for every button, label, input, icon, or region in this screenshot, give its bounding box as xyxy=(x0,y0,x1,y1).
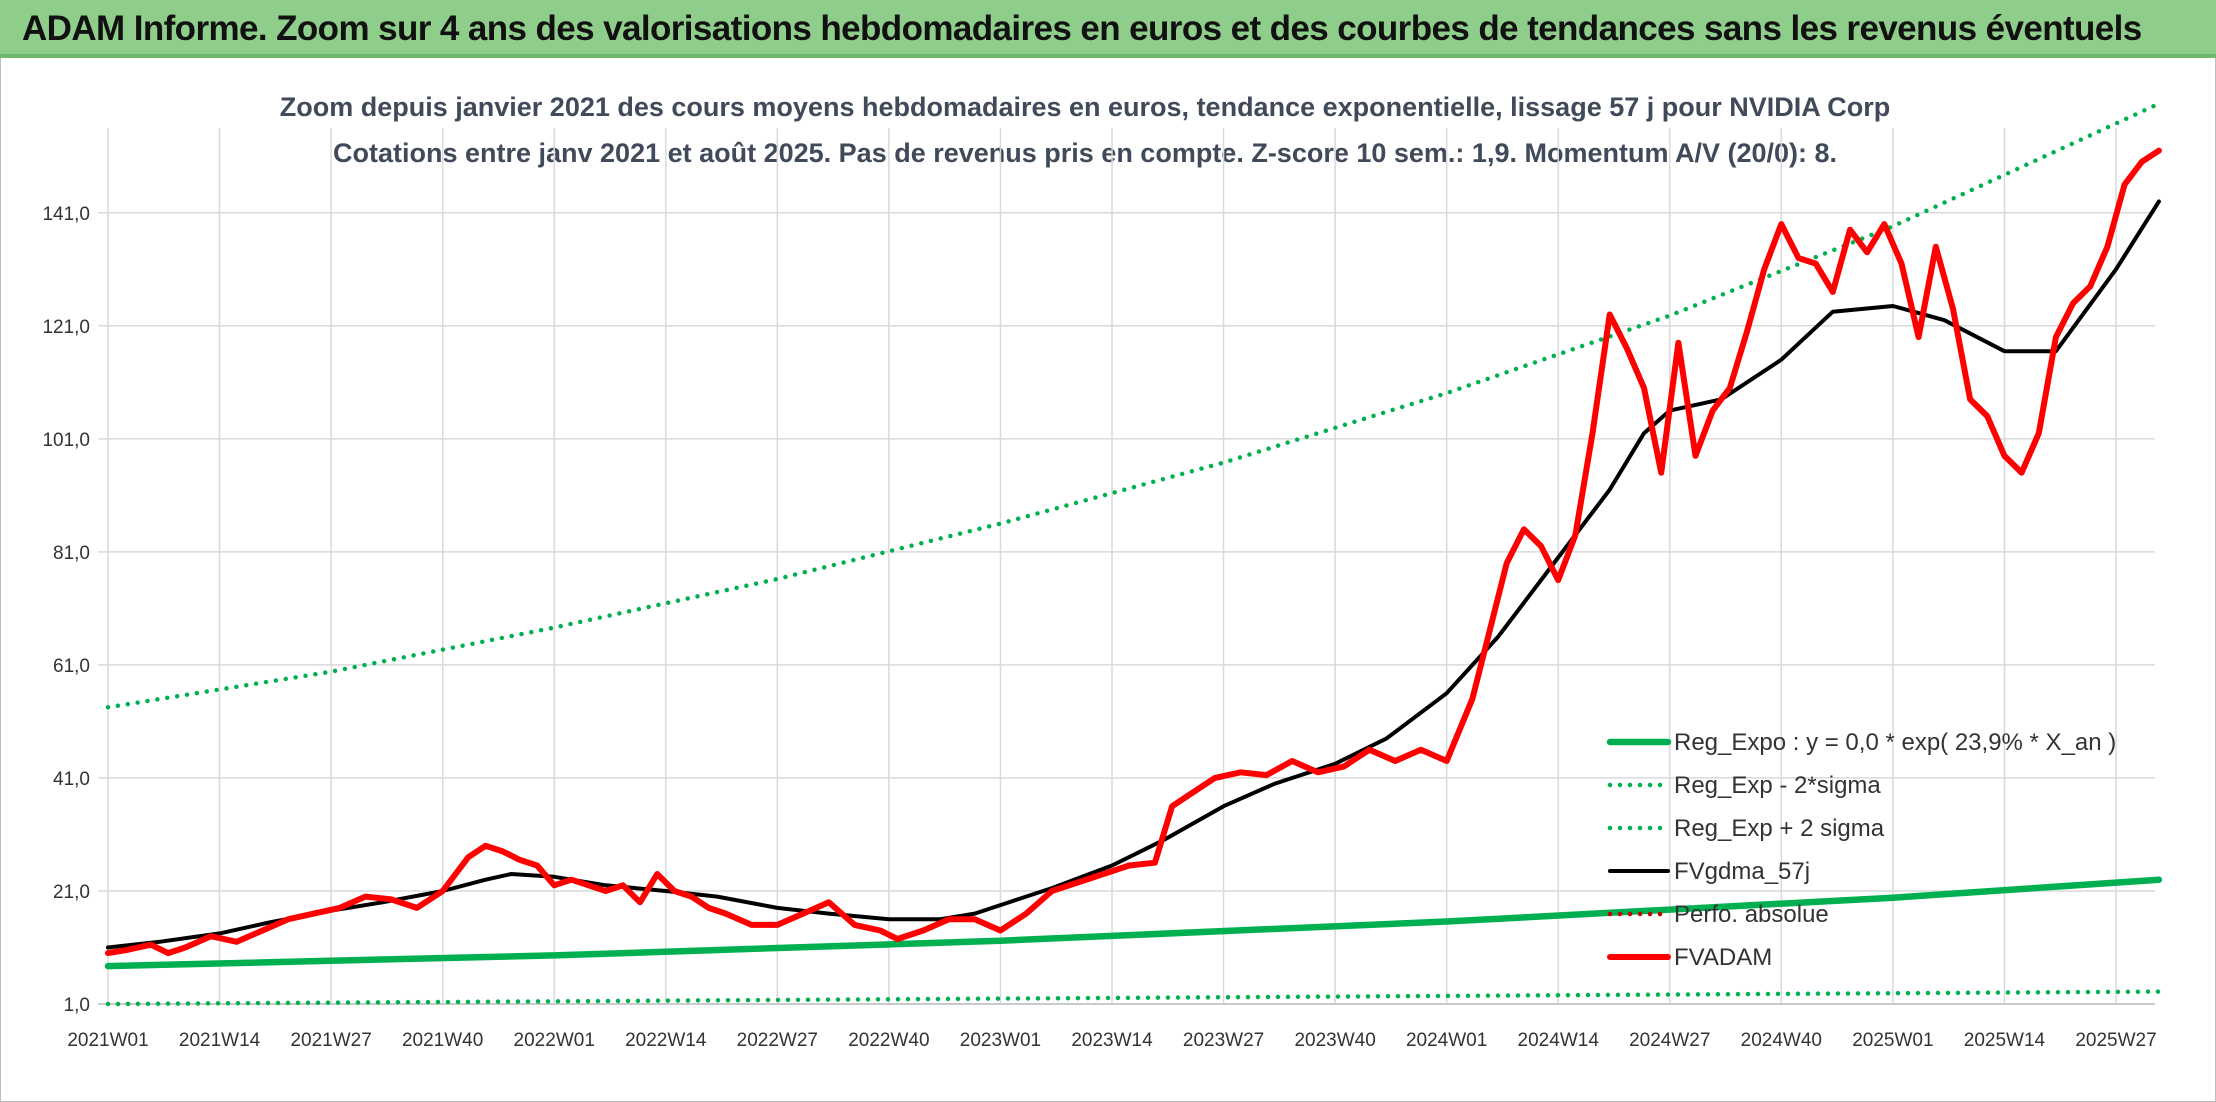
series-line-5 xyxy=(105,147,2162,957)
chart-title: Zoom depuis janvier 2021 des cours moyen… xyxy=(280,92,1890,122)
x-tick-label: 2022W01 xyxy=(514,1030,595,1051)
y-axis-ticks: 1,0 21,0 41,0 61,0 81,0 101,0 121,0 141,0 xyxy=(42,204,90,1016)
x-axis-ticks: 2021W01 2021W14 2021W27 2021W40 2022W01 2022W… xyxy=(67,1030,2156,1051)
series-line-1 xyxy=(105,989,2162,1007)
legend-label: Reg_Exp - 2*sigma xyxy=(1674,772,1881,799)
x-tick-label: 2025W01 xyxy=(1852,1030,1933,1051)
x-tick-label: 2022W14 xyxy=(625,1030,707,1051)
x-tick-label: 2024W27 xyxy=(1629,1030,1710,1051)
legend-label: FVgdma_57j xyxy=(1674,858,1810,885)
y-tick-label: 61,0 xyxy=(53,656,90,677)
legend-label: Reg_Exp + 2 sigma xyxy=(1674,815,1885,842)
series-line-2 xyxy=(105,101,2162,710)
y-tick-label: 21,0 xyxy=(53,882,90,903)
x-tick-label: 2024W40 xyxy=(1741,1030,1822,1051)
y-tick-label: 101,0 xyxy=(42,430,90,451)
x-tick-label: 2021W14 xyxy=(179,1030,261,1051)
y-tick-label: 141,0 xyxy=(42,204,90,225)
legend-label: Reg_Expo : y = 0,0 * exp( 23,9% * X_an ) xyxy=(1674,729,2116,756)
header-bar: ADAM Informe. Zoom sur 4 ans des valoris… xyxy=(0,0,2216,58)
series-line-3 xyxy=(106,199,2161,950)
x-tick-label: 2024W01 xyxy=(1406,1030,1487,1051)
legend-label: FVADAM xyxy=(1674,944,1772,971)
y-tick-label: 1,0 xyxy=(64,995,90,1016)
chart-subtitle: Cotations entre janv 2021 et août 2025. … xyxy=(333,138,1837,168)
series-line-0 xyxy=(104,876,2163,970)
x-tick-label: 2023W40 xyxy=(1294,1030,1375,1051)
legend-label: Perfo. absolue xyxy=(1674,901,1829,928)
x-tick-label: 2021W27 xyxy=(290,1030,371,1051)
x-tick-label: 2023W14 xyxy=(1071,1030,1153,1051)
x-tick-label: 2022W40 xyxy=(848,1030,929,1051)
series-lines xyxy=(104,101,2163,1007)
page-title: ADAM Informe. Zoom sur 4 ans des valoris… xyxy=(22,9,2142,48)
y-tick-label: 81,0 xyxy=(53,543,90,564)
y-tick-label: 121,0 xyxy=(42,317,90,338)
x-tick-label: 2025W14 xyxy=(1964,1030,2046,1051)
x-tick-label: 2023W01 xyxy=(960,1030,1041,1051)
grid xyxy=(98,128,2155,1005)
x-tick-label: 2024W14 xyxy=(1518,1030,1600,1051)
x-tick-label: 2021W01 xyxy=(67,1030,148,1051)
x-tick-label: 2022W27 xyxy=(737,1030,818,1051)
x-tick-label: 2021W40 xyxy=(402,1030,483,1051)
x-tick-label: 2025W27 xyxy=(2075,1030,2156,1051)
y-tick-label: 41,0 xyxy=(53,769,90,790)
legend: Reg_Expo : y = 0,0 * exp( 23,9% * X_an )… xyxy=(1606,729,2116,971)
x-tick-label: 2023W27 xyxy=(1183,1030,1264,1051)
